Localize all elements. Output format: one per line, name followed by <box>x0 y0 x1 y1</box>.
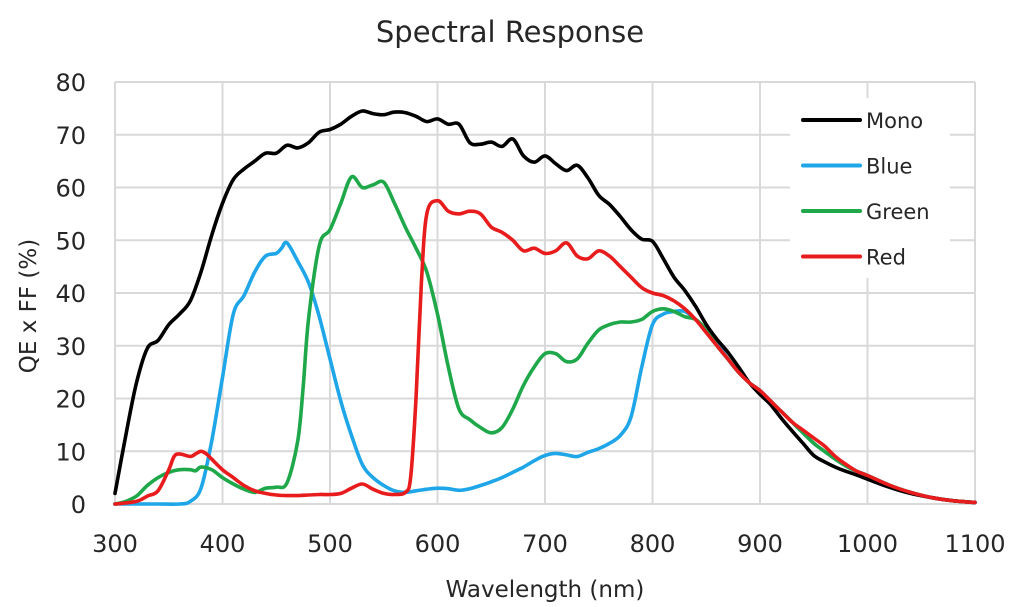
y-tick-label: 0 <box>71 491 86 519</box>
y-tick-label: 50 <box>55 227 86 255</box>
legend-label-blue: Blue <box>866 155 912 179</box>
x-tick-label: 1100 <box>944 530 1005 558</box>
series-lines <box>113 109 977 506</box>
legend-background <box>790 98 950 278</box>
x-tick-label: 900 <box>737 530 783 558</box>
x-tick-label: 800 <box>630 530 676 558</box>
y-tick-label: 40 <box>55 280 86 308</box>
y-tick-label: 80 <box>55 69 86 97</box>
legend-label-red: Red <box>866 246 906 270</box>
x-tick-label: 500 <box>307 530 353 558</box>
y-axis-label: QE x FF (%) <box>16 239 42 373</box>
y-axis-ticks: 0 10 20 30 40 50 60 70 80 <box>55 69 86 519</box>
legend: Mono Blue Green Red <box>790 98 950 278</box>
horizontal-gridlines <box>115 81 975 505</box>
y-tick-label: 70 <box>55 122 86 150</box>
legend-label-green: Green <box>866 200 930 224</box>
legend-label-mono: Mono <box>866 109 923 133</box>
x-tick-label: 700 <box>522 530 568 558</box>
y-tick-label: 20 <box>55 386 86 414</box>
x-axis-ticks: 300 400 500 600 700 800 900 1000 1100 <box>92 530 1005 558</box>
series-line-mono <box>113 109 977 505</box>
x-axis-label: Wavelength (nm) <box>446 577 645 603</box>
y-tick-label: 30 <box>55 333 86 361</box>
x-tick-label: 1000 <box>837 530 898 558</box>
series-line-red <box>113 198 977 506</box>
x-tick-label: 300 <box>92 530 138 558</box>
chart-title: Spectral Response <box>376 15 644 49</box>
x-tick-label: 600 <box>415 530 461 558</box>
y-tick-label: 60 <box>55 175 86 203</box>
y-tick-label: 10 <box>55 438 86 466</box>
x-tick-label: 400 <box>200 530 246 558</box>
